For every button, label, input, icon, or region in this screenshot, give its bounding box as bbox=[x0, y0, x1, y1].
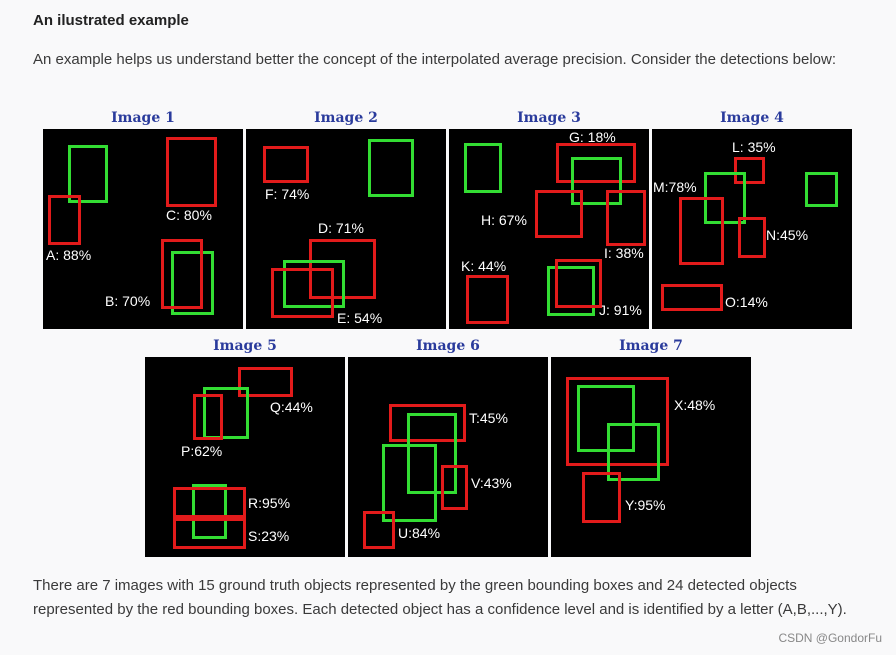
detection-box-t bbox=[389, 404, 466, 442]
label-a: A: 88% bbox=[46, 247, 92, 263]
label-y: Y:95% bbox=[625, 497, 666, 513]
label-x: X:48% bbox=[674, 397, 716, 413]
label-n: N:45% bbox=[766, 227, 809, 243]
label-t: T:45% bbox=[469, 410, 508, 426]
image-4-caption: Image 4 bbox=[720, 110, 784, 126]
detection-box-c bbox=[166, 137, 217, 207]
ground-truth-box bbox=[68, 145, 108, 203]
label-b: B: 70% bbox=[105, 293, 151, 309]
label-v: V:43% bbox=[471, 475, 512, 491]
detection-box-v bbox=[441, 465, 468, 510]
image-1-panel: C: 80% A: 88% B: 70% bbox=[43, 129, 243, 329]
outro-paragraph: There are 7 images with 15 ground truth … bbox=[33, 577, 847, 618]
section-heading: An ilustrated example bbox=[33, 12, 189, 29]
label-k: K: 44% bbox=[461, 258, 507, 274]
image-1-caption: Image 1 bbox=[111, 110, 175, 126]
detection-box-y bbox=[582, 472, 621, 523]
image-5-panel: Q:44% P:62% R:95% S:23% bbox=[145, 357, 345, 557]
label-d: D: 71% bbox=[318, 220, 364, 236]
ground-truth-box bbox=[283, 260, 345, 308]
ground-truth-box bbox=[203, 387, 249, 439]
ground-truth-box bbox=[547, 266, 595, 316]
intro-paragraph: An example helps us understand better th… bbox=[33, 51, 837, 68]
image-7-panel: X:48% Y:95% bbox=[551, 357, 751, 557]
detection-box-r bbox=[173, 487, 246, 518]
ground-truth-box bbox=[192, 484, 227, 539]
image-7-caption: Image 7 bbox=[619, 338, 683, 354]
image-3-panel: G: 18% H: 67% I: 38% K: 44% J: 91% bbox=[449, 129, 649, 329]
label-r: R:95% bbox=[248, 495, 291, 511]
label-s: S:23% bbox=[248, 528, 290, 544]
detection-box-u bbox=[363, 511, 395, 549]
ground-truth-box bbox=[382, 444, 437, 522]
detection-box-h bbox=[535, 190, 583, 238]
detection-box-m bbox=[679, 197, 724, 265]
ground-truth-box bbox=[171, 251, 214, 315]
ground-truth-box bbox=[368, 139, 414, 197]
label-j: J: 91% bbox=[599, 302, 642, 318]
image-5-caption: Image 5 bbox=[213, 338, 277, 354]
ground-truth-box bbox=[577, 385, 635, 452]
label-g: G: 18% bbox=[569, 129, 616, 145]
detection-box-x bbox=[566, 377, 669, 466]
detection-box-p bbox=[193, 394, 223, 440]
image-4-panel: L: 35% M:78% N:45% O:14% bbox=[652, 129, 852, 329]
detection-box-j bbox=[555, 259, 602, 308]
detection-box-n bbox=[738, 217, 766, 258]
image-6-panel: T:45% V:43% U:84% bbox=[348, 357, 548, 557]
label-f: F: 74% bbox=[265, 186, 310, 202]
detection-box-f bbox=[263, 146, 309, 183]
detection-box-k bbox=[466, 275, 509, 324]
detection-box-l bbox=[734, 157, 765, 184]
detection-box-i bbox=[606, 190, 646, 246]
label-l: L: 35% bbox=[732, 139, 776, 155]
label-e: E: 54% bbox=[337, 310, 383, 326]
label-h: H: 67% bbox=[481, 212, 527, 228]
detection-box-g bbox=[556, 143, 636, 183]
ground-truth-box bbox=[607, 423, 660, 481]
detection-box-o bbox=[661, 284, 723, 311]
label-u: U:84% bbox=[398, 525, 441, 541]
label-o: O:14% bbox=[725, 294, 768, 310]
label-c: C: 80% bbox=[166, 207, 212, 223]
ground-truth-box bbox=[407, 413, 457, 494]
ground-truth-box bbox=[464, 143, 502, 193]
image-6-caption: Image 6 bbox=[416, 338, 480, 354]
label-p: P:62% bbox=[181, 443, 223, 459]
image-2-caption: Image 2 bbox=[314, 110, 378, 126]
detection-box-s bbox=[173, 518, 246, 549]
label-i: I: 38% bbox=[604, 245, 644, 261]
detection-box-a bbox=[48, 195, 81, 245]
ground-truth-box bbox=[805, 172, 838, 207]
ground-truth-box bbox=[571, 157, 622, 205]
watermark: CSDN @GondorFu bbox=[778, 631, 882, 645]
detection-box-q bbox=[238, 367, 293, 397]
detection-box-e bbox=[271, 268, 334, 318]
label-m: M:78% bbox=[653, 179, 697, 195]
image-2-panel: F: 74% D: 71% E: 54% bbox=[246, 129, 446, 329]
detection-box-b bbox=[161, 239, 203, 309]
image-3-caption: Image 3 bbox=[517, 110, 581, 126]
label-q: Q:44% bbox=[270, 399, 313, 415]
